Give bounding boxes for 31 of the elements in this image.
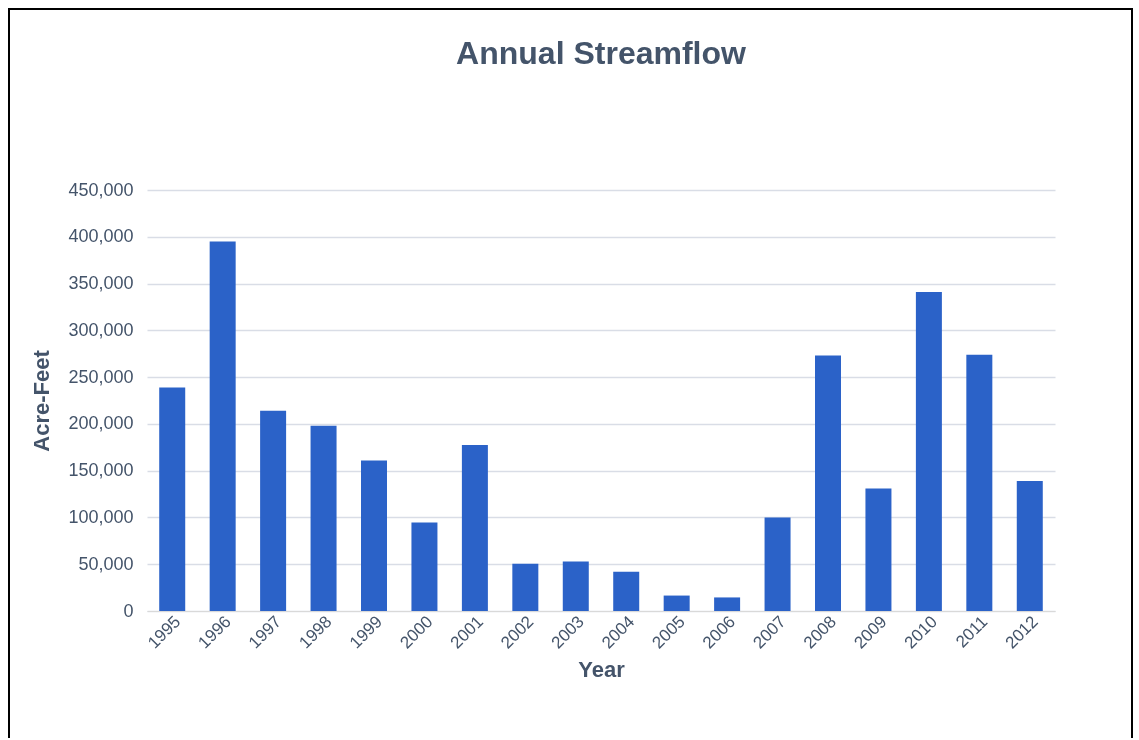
y-axis-title: Acre-Feet — [29, 349, 55, 452]
y-tick-label: 400,000 — [68, 226, 134, 247]
bar — [613, 571, 640, 611]
y-tick-label: 150,000 — [68, 460, 134, 481]
chart-title: Annual Streamflow — [456, 35, 747, 71]
y-tick-label: 350,000 — [68, 273, 134, 294]
bar — [209, 241, 236, 611]
bar — [562, 561, 589, 611]
bar — [663, 595, 690, 611]
bar — [865, 488, 892, 611]
bar — [260, 410, 287, 611]
bar — [1016, 480, 1043, 611]
bar — [512, 563, 539, 611]
y-tick-label: 50,000 — [78, 553, 134, 574]
y-tick-label: 100,000 — [68, 506, 134, 527]
bar — [159, 387, 186, 611]
bar — [411, 522, 438, 611]
bar — [361, 460, 387, 611]
y-tick-label: 0 — [123, 600, 134, 621]
y-tick-label: 300,000 — [68, 319, 134, 340]
y-tick-label: 250,000 — [68, 366, 134, 387]
bar — [764, 517, 791, 611]
bar — [714, 597, 741, 611]
x-axis-title: Year — [578, 656, 626, 682]
bar — [966, 354, 993, 611]
y-tick-label: 450,000 — [68, 179, 134, 200]
y-tick-label: 200,000 — [68, 413, 134, 434]
bar — [915, 291, 942, 611]
bar — [461, 444, 488, 611]
bar — [310, 425, 337, 611]
bar — [815, 355, 841, 611]
